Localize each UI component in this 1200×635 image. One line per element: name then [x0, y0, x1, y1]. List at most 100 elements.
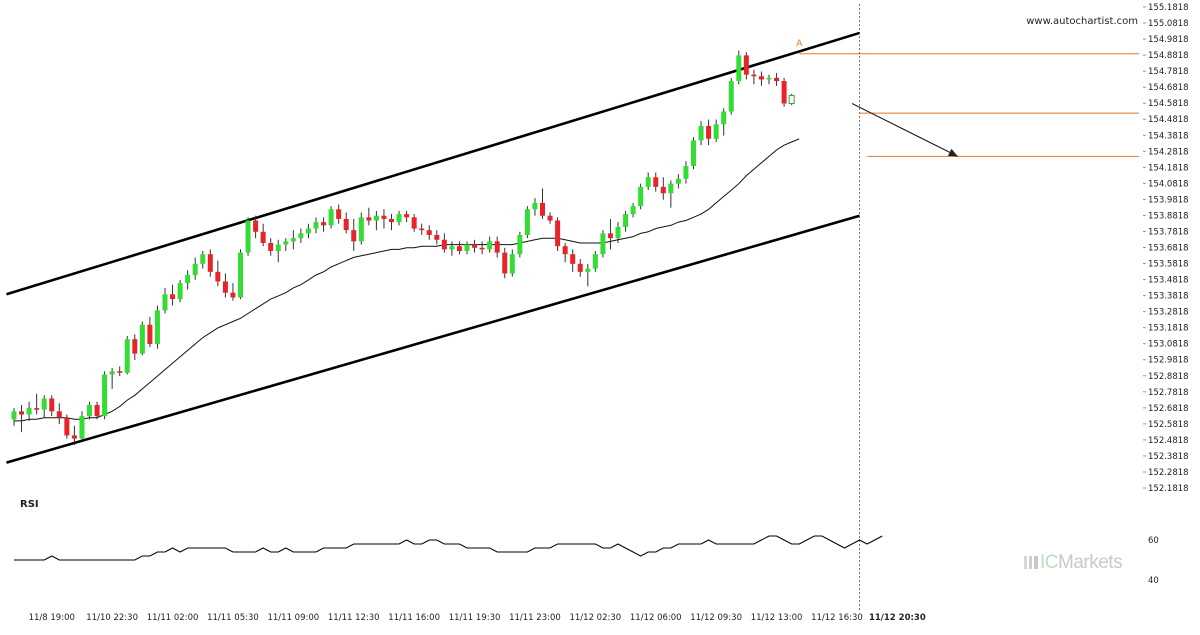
candle-body	[577, 263, 583, 272]
candle	[132, 334, 138, 361]
candle	[577, 259, 583, 277]
candle	[472, 239, 478, 253]
candle	[638, 183, 644, 210]
candle	[64, 414, 70, 439]
time-tick-label: 11/8 19:00	[29, 613, 75, 623]
candle	[71, 425, 77, 445]
candle-body	[781, 81, 787, 104]
candle	[728, 77, 734, 115]
price-tick-label: 154.5818	[1148, 99, 1189, 109]
candle	[653, 172, 659, 192]
candle-body	[396, 214, 402, 223]
candle	[751, 69, 757, 85]
candle-body	[751, 74, 757, 77]
candle	[509, 249, 515, 277]
time-tick-label: 11/11 02:00	[147, 613, 199, 623]
candle	[268, 238, 274, 256]
candle-body	[487, 241, 493, 250]
candle	[532, 198, 538, 216]
candle-body	[592, 254, 598, 269]
candle-body	[502, 252, 508, 274]
candle-body	[585, 268, 591, 272]
candle-body	[675, 178, 681, 184]
candle	[170, 284, 176, 306]
price-tick-label: 153.5818	[1148, 260, 1189, 270]
candle	[683, 161, 689, 184]
candle	[713, 119, 719, 142]
candle-body	[623, 214, 629, 227]
candle	[585, 263, 591, 287]
candle-body	[434, 234, 440, 240]
candle	[154, 305, 160, 349]
candle	[366, 207, 372, 226]
candle	[381, 209, 387, 229]
candle-body	[774, 77, 780, 82]
candle-body	[109, 371, 115, 375]
candle	[283, 238, 289, 251]
candle	[313, 217, 319, 234]
candle	[147, 316, 153, 348]
price-tick-label: 153.3818	[1148, 292, 1189, 302]
rsi-label: RSI	[20, 499, 39, 510]
candle-body	[207, 254, 213, 272]
candle	[124, 335, 130, 375]
candle	[547, 212, 553, 224]
candle-body	[381, 215, 387, 219]
candle-body	[607, 233, 613, 239]
candle-body	[600, 233, 606, 255]
price-tick-label: 154.2818	[1148, 147, 1189, 157]
candle-body	[313, 222, 319, 229]
candle-body	[283, 241, 289, 245]
candle	[540, 188, 545, 219]
candle	[94, 401, 100, 420]
price-tick-label: 152.7818	[1148, 388, 1189, 398]
candle-body	[668, 183, 674, 194]
candle-body	[268, 242, 274, 251]
candle-body	[117, 371, 123, 373]
candle	[456, 241, 462, 255]
candle	[502, 247, 508, 279]
candle-body	[34, 408, 40, 410]
candle	[260, 223, 266, 247]
candle-body	[26, 408, 32, 415]
candle-body	[79, 416, 85, 439]
candle-body	[419, 228, 425, 231]
candle-body	[71, 435, 77, 439]
candle-body	[343, 218, 349, 231]
candle	[781, 77, 787, 107]
candle-body	[351, 230, 357, 242]
candle-body	[494, 241, 500, 253]
candle-body	[645, 177, 651, 187]
candle-body	[64, 417, 70, 436]
candle	[434, 230, 440, 245]
candle-body	[260, 231, 266, 243]
candle	[19, 404, 25, 433]
price-tick-label: 154.7818	[1148, 67, 1189, 77]
candle	[600, 230, 606, 258]
candle-body	[185, 275, 191, 284]
price-tick-label: 154.6818	[1148, 83, 1189, 93]
candle-body	[132, 339, 138, 354]
price-tick-label: 152.6818	[1148, 404, 1189, 414]
source-url[interactable]: www.autochartist.com	[1026, 16, 1138, 27]
candle-body	[19, 411, 25, 415]
candle-body	[41, 398, 47, 410]
time-tick-label: 11/11 05:30	[207, 613, 259, 623]
candle-body	[532, 202, 538, 210]
candle	[562, 242, 568, 263]
candle	[721, 108, 727, 136]
candle-body	[721, 111, 727, 125]
candle-body	[321, 222, 327, 226]
candle	[494, 236, 500, 258]
price-tick-label: 152.9818	[1148, 356, 1189, 366]
candle-body	[253, 220, 259, 232]
candle-body	[615, 226, 621, 239]
candle-body	[366, 217, 372, 221]
candle	[698, 121, 704, 146]
candle	[87, 401, 92, 420]
pattern-point-label: A	[796, 39, 803, 49]
candle-body	[305, 228, 311, 234]
rsi-line	[14, 535, 883, 561]
